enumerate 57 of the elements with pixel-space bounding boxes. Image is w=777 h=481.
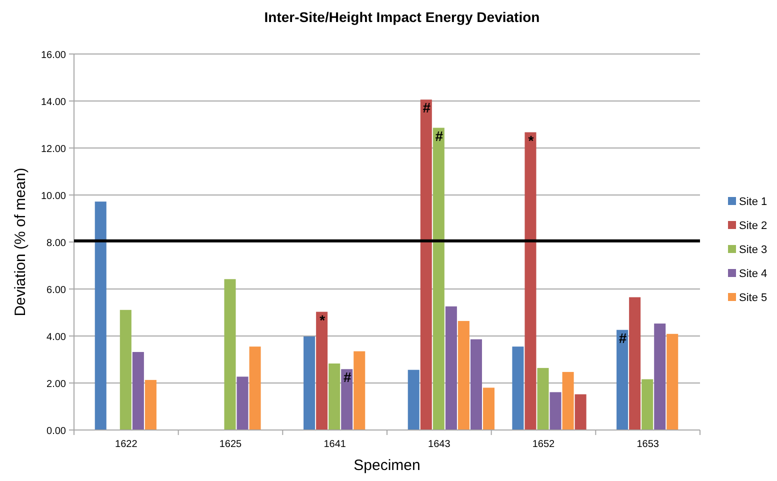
bar	[666, 334, 678, 430]
bar	[482, 388, 495, 430]
y-axis-title: Deviation (% of mean)	[12, 168, 29, 316]
bar	[420, 100, 432, 430]
legend-label: Site 1	[739, 196, 768, 208]
y-tick-label: 8.00	[46, 238, 66, 249]
bar	[524, 132, 536, 430]
x-tick-label: 1622	[115, 439, 138, 450]
bar	[642, 379, 654, 430]
bar	[654, 324, 666, 430]
bar	[236, 376, 248, 430]
bar	[328, 363, 340, 430]
bar	[458, 320, 470, 430]
annotation: *	[320, 312, 326, 328]
bar	[304, 336, 316, 430]
bar	[537, 368, 549, 430]
y-tick-label: 12.00	[40, 144, 66, 155]
annotation: #	[343, 369, 352, 386]
legend-label: Site 2	[739, 220, 768, 232]
bar	[432, 128, 444, 430]
x-axis-title: Specimen	[354, 457, 420, 474]
y-tick-label: 6.00	[46, 285, 66, 296]
x-tick-label: 1652	[532, 439, 556, 450]
bar	[341, 369, 353, 430]
bar	[120, 310, 132, 430]
annotation: #	[422, 100, 431, 116]
bar	[629, 297, 641, 430]
bar	[562, 372, 574, 430]
y-tick-label: 4.00	[46, 332, 66, 343]
bar	[132, 352, 144, 430]
x-tick-label: 1643	[428, 439, 451, 450]
x-tick-label: 1641	[324, 439, 346, 450]
x-tick-label: 1625	[219, 439, 242, 450]
bar	[94, 202, 106, 430]
y-tick-label: 0.00	[46, 426, 66, 437]
bar	[512, 346, 524, 430]
bar	[316, 312, 328, 430]
y-tick-label: 16.00	[40, 50, 66, 61]
bar	[249, 346, 261, 430]
y-tick-label: 14.00	[40, 97, 66, 108]
y-tick-label: 2.00	[46, 379, 66, 390]
annotation: #	[618, 330, 627, 346]
x-tick-label: 1653	[636, 439, 660, 450]
annotation: *	[528, 132, 534, 148]
annotation: #	[435, 128, 444, 144]
chart-title: Inter-Site/Height Impact Energy Deviation	[264, 9, 540, 25]
bar	[354, 351, 366, 430]
bar	[224, 279, 236, 430]
bar	[445, 306, 457, 430]
bar	[144, 380, 156, 430]
bar	[616, 330, 628, 430]
y-tick-label: 10.00	[40, 191, 66, 202]
legend-label: Site 4	[739, 268, 768, 280]
legend-label: Site 5	[739, 292, 768, 304]
bar	[550, 392, 562, 430]
legend-label: Site 3	[739, 244, 768, 256]
bar	[408, 370, 420, 430]
